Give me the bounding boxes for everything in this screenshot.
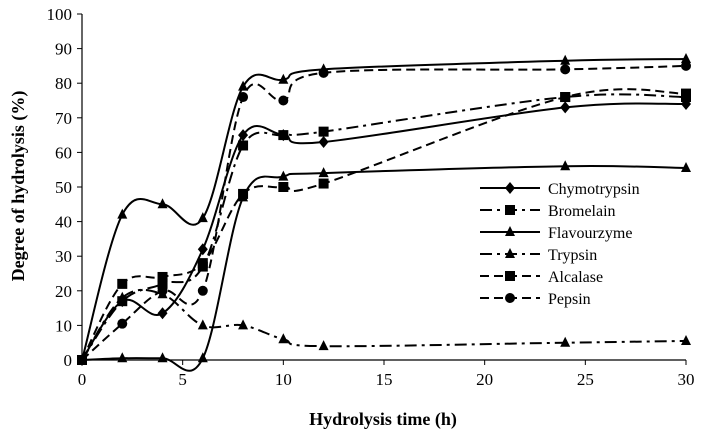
data-point-alcalase — [117, 278, 128, 289]
data-point-trypsin — [318, 340, 329, 351]
data-point-chymotrypsin — [560, 101, 571, 114]
legend-label-flavourzyme: Flavourzyme — [548, 225, 632, 242]
data-point-alcalase — [157, 271, 168, 282]
data-point-chymotrypsin — [197, 243, 208, 256]
data-point-alcalase — [278, 182, 289, 192]
data-point-chymotrypsin — [238, 129, 249, 142]
x-tick-label: 20 — [476, 370, 493, 389]
y-tick-label: 50 — [55, 178, 72, 197]
data-point-flavourzyme — [560, 54, 571, 65]
series-line-flavourzyme — [81, 57, 687, 361]
x-tick-label: 25 — [577, 370, 594, 389]
data-point-bromelain — [318, 126, 329, 137]
data-point-bromelain — [278, 130, 289, 141]
series-markers — [77, 52, 691, 366]
data-point-pepsin — [681, 60, 691, 71]
data-point-unlabeled-6 — [318, 167, 329, 178]
x-tick-label: 5 — [178, 370, 187, 389]
data-point-bromelain — [157, 278, 168, 289]
y-tick-label: 0 — [64, 351, 73, 370]
data-point-alcalase — [681, 88, 691, 99]
legend-marker-flavourzyme — [505, 226, 515, 236]
data-point-flavourzyme — [157, 198, 168, 209]
data-point-bromelain — [238, 140, 249, 151]
data-point-trypsin — [117, 291, 128, 302]
data-point-unlabeled-6 — [117, 352, 128, 363]
x-axis-title: Hydrolysis time (h) — [309, 409, 457, 430]
data-point-pepsin — [318, 67, 329, 78]
legend-marker-chymotrypsin — [505, 182, 515, 194]
legend-label-alcalase: Alcalase — [548, 269, 603, 286]
legend-marker-pepsin — [505, 293, 515, 303]
data-point-trypsin — [197, 319, 208, 330]
y-tick-label: 10 — [55, 316, 72, 335]
data-point-unlabeled-6 — [77, 354, 87, 364]
series-line-unlabeled-6 — [81, 165, 687, 372]
series-lines — [81, 57, 687, 372]
data-point-flavourzyme — [681, 52, 691, 63]
legend-marker-alcalase — [505, 271, 515, 281]
legend-marker-trypsin — [505, 248, 515, 258]
data-point-chymotrypsin — [318, 136, 329, 149]
tick-labels: 0 10 20 30 40 50 60 70 80 90 100 0 5 10 15 20 25 30 — [47, 5, 695, 389]
data-point-unlabeled-6 — [197, 352, 208, 363]
data-point-unlabeled-6 — [157, 352, 168, 363]
legend-label-chymotrypsin: Chymotrypsin — [548, 181, 640, 198]
data-point-flavourzyme — [197, 212, 208, 223]
data-point-alcalase — [318, 178, 329, 189]
data-point-trypsin — [238, 319, 249, 330]
data-point-unlabeled-6 — [278, 170, 289, 181]
series-line-trypsin — [81, 288, 687, 361]
y-tick-label: 80 — [55, 74, 72, 93]
data-point-alcalase — [560, 92, 571, 103]
x-tick-label: 10 — [275, 370, 292, 389]
y-tick-label: 100 — [47, 5, 73, 24]
data-point-flavourzyme — [278, 73, 289, 84]
x-tick-label: 30 — [678, 370, 695, 389]
data-point-trypsin — [560, 336, 571, 347]
data-point-pepsin — [238, 92, 249, 103]
legend: Chymotrypsin Bromelain Flavourzyme Trypsin A… — [480, 181, 640, 308]
data-point-flavourzyme — [238, 80, 249, 91]
data-point-pepsin — [157, 285, 168, 296]
series-line-bromelain — [81, 93, 687, 361]
y-axis-title: Degree of hydrolysis (%) — [8, 91, 29, 282]
y-tick-label: 30 — [55, 247, 72, 266]
x-tick-label: 0 — [78, 370, 87, 389]
data-point-flavourzyme — [117, 208, 128, 219]
data-point-unlabeled-6 — [681, 161, 691, 172]
x-tick-label: 15 — [376, 370, 393, 389]
data-point-alcalase — [197, 258, 208, 269]
series-line-pepsin — [81, 64, 687, 361]
data-point-pepsin — [197, 285, 208, 296]
y-tick-label: 20 — [55, 282, 72, 301]
y-tick-label: 40 — [55, 213, 72, 232]
legend-label-bromelain: Bromelain — [548, 203, 616, 220]
data-point-pepsin — [560, 64, 571, 75]
series-line-chymotrypsin — [81, 102, 687, 361]
data-point-pepsin — [117, 318, 128, 329]
y-tick-label: 60 — [55, 143, 72, 162]
data-point-trypsin — [681, 334, 691, 345]
y-tick-label: 70 — [55, 109, 72, 128]
data-point-chymotrypsin — [157, 307, 168, 320]
series-line-alcalase — [81, 88, 687, 361]
axes — [77, 13, 687, 365]
data-point-trypsin — [278, 333, 289, 344]
data-point-unlabeled-6 — [560, 160, 571, 171]
legend-marker-bromelain — [505, 205, 515, 215]
data-point-unlabeled-6 — [238, 191, 249, 202]
legend-label-pepsin: Pepsin — [548, 291, 591, 308]
legend-label-trypsin: Trypsin — [548, 247, 597, 264]
data-point-pepsin — [278, 95, 289, 106]
y-tick-label: 90 — [55, 40, 72, 59]
